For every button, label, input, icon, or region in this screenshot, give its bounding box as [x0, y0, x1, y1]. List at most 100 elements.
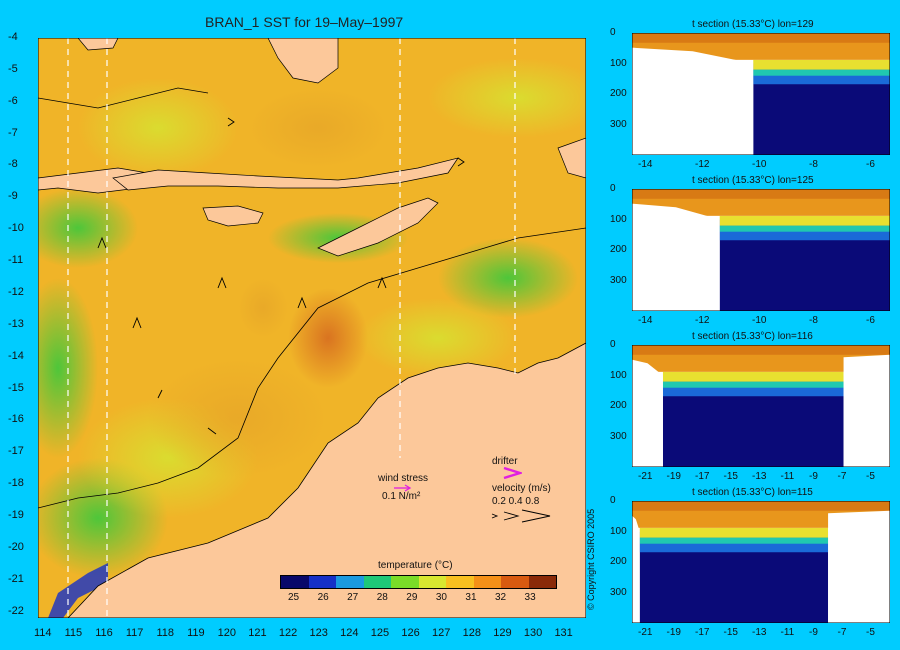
lat-tick-label: -4 [8, 31, 18, 43]
lat-tick-label: -17 [8, 445, 24, 458]
section-plot [632, 501, 890, 623]
section-x-tick: -6 [866, 159, 875, 170]
lat-tick-label: -15 [8, 381, 24, 394]
wind-stress-label: wind stress [378, 473, 429, 484]
section-x-tick: -15 [723, 471, 738, 482]
velocity-arrows-icon [491, 509, 551, 523]
lon-tick-label: 118 [156, 627, 174, 639]
section-y-tick: 0 [610, 495, 616, 506]
wind-stress-arrow-icon [394, 484, 412, 492]
island-east [557, 137, 586, 179]
lat-tick-label: -19 [8, 509, 24, 522]
colorbar-swatch [501, 576, 529, 588]
lon-tick-label: 125 [370, 627, 390, 639]
section-x-tick: -15 [723, 627, 738, 638]
section-y-tick: 0 [610, 27, 616, 38]
colorbar-tick: 28 [376, 592, 388, 603]
colorbar-tick: 25 [288, 592, 300, 603]
lat-tick-label: -10 [8, 222, 24, 235]
section-x-tick: -14 [638, 159, 653, 170]
lat-tick-label: -20 [8, 540, 24, 553]
lat-tick-label: -18 [8, 477, 24, 490]
section-x-tick: -21 [638, 471, 653, 482]
colorbar-tick: 26 [317, 592, 329, 603]
colorbar-tick: 31 [465, 592, 477, 603]
lon-tick-label: 126 [401, 627, 420, 639]
section-x-tick: -13 [752, 471, 767, 482]
lat-tick-label: -16 [8, 413, 24, 426]
colorbar-swatch [391, 576, 419, 588]
section-x-tick: -7 [837, 471, 847, 482]
lon-tick-label: 127 [431, 627, 451, 639]
section-x-tick: -19 [666, 627, 681, 638]
drifter-arrow-icon [503, 466, 522, 480]
lat-tick-label: -5 [8, 62, 18, 75]
sst-map [38, 38, 586, 618]
colorbar-swatch [446, 576, 474, 588]
section-y-tick: 200 [610, 400, 627, 411]
section-x-tick: -12 [695, 159, 710, 170]
lat-tick-label: -8 [8, 158, 18, 171]
velocity-scale: 0.2 0.4 0.8 [492, 496, 540, 507]
section-y-tick: 200 [610, 244, 627, 255]
island-small-north [77, 38, 119, 51]
lon-tick-label: 122 [278, 627, 298, 639]
section-y-tick: 300 [610, 274, 627, 286]
lon-tick-label: 130 [523, 627, 543, 639]
colorbar-tick: 33 [524, 592, 536, 603]
section-y-tick: 0 [610, 183, 616, 194]
lat-tick-label: -11 [8, 254, 24, 267]
lat-tick-label: -7 [8, 126, 18, 139]
colorbar-tick: 29 [406, 592, 418, 603]
colorbar-swatch [528, 576, 556, 588]
colorbar-swatch [281, 576, 309, 588]
section-x-tick: -9 [809, 471, 818, 482]
section-y-tick: 100 [610, 213, 627, 225]
lon-tick-label: 115 [64, 627, 83, 639]
section-y-tick: 100 [610, 525, 627, 537]
lon-tick-label: 124 [340, 627, 359, 639]
colorbar-swatch [336, 576, 364, 588]
lon-tick-label: 120 [217, 627, 237, 639]
section-title: t section (15.33°C) lon=125 [692, 175, 814, 186]
section-x-tick: -6 [866, 315, 875, 326]
wind-stress-unit: 0.1 N/m² [382, 491, 421, 502]
lon-tick-label: 117 [125, 627, 144, 639]
section-x-tick: -5 [866, 471, 875, 482]
section-y-tick: 100 [610, 369, 627, 381]
australia-land [67, 342, 586, 618]
section-x-tick: -17 [695, 471, 710, 482]
section-y-tick: 300 [610, 430, 627, 442]
colorbar-tick: 30 [435, 592, 447, 603]
colorbar-swatch [473, 576, 501, 588]
section-plot [632, 33, 890, 155]
section-y-tick: 200 [610, 88, 627, 99]
section-x-tick: -10 [752, 159, 767, 170]
island-sumba [202, 205, 264, 227]
section-x-tick: -13 [752, 627, 767, 638]
section-x-tick: -5 [866, 627, 875, 638]
lon-tick-label: 121 [248, 627, 267, 639]
temperature-colorbar [280, 575, 557, 589]
lat-tick-label: -12 [8, 285, 24, 298]
lat-tick-label: -14 [8, 349, 24, 362]
section-x-tick: -7 [837, 627, 847, 638]
section-x-tick: -10 [752, 315, 767, 326]
island-sulawesi [267, 38, 339, 84]
lat-tick-label: -13 [8, 317, 24, 330]
lon-tick-label: 131 [554, 627, 573, 639]
section-x-tick: -19 [666, 471, 681, 482]
lat-tick-label: -22 [8, 604, 24, 617]
lon-tick-label: 114 [34, 627, 52, 639]
lon-tick-label: 119 [187, 627, 205, 639]
colorbar-label: temperature (°C) [378, 560, 453, 571]
section-x-tick: -12 [695, 315, 710, 326]
section-x-tick: -9 [809, 627, 818, 638]
lat-tick-label: -21 [8, 572, 24, 585]
section-y-tick: 100 [610, 57, 627, 69]
section-x-tick: -8 [809, 159, 818, 170]
lon-tick-label: 116 [95, 627, 113, 639]
lon-tick-label: 129 [493, 627, 512, 639]
section-x-tick: -11 [780, 471, 795, 482]
section-title: t section (15.33°C) lon=115 [692, 487, 813, 498]
